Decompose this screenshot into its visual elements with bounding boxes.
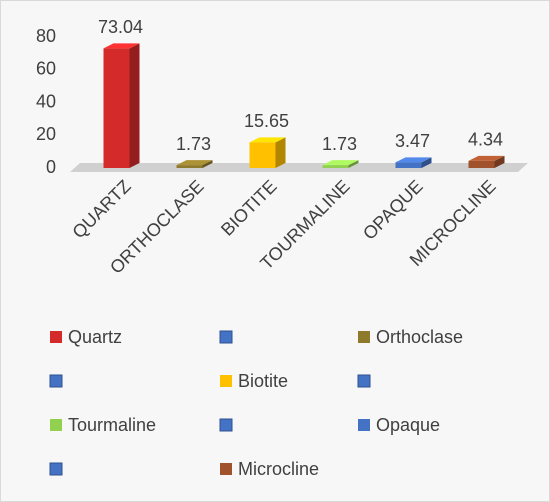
legend-label: Quartz — [68, 327, 122, 347]
y-tick-label: 20 — [36, 124, 56, 144]
bar-side — [421, 157, 432, 168]
y-tick-label: 0 — [46, 157, 56, 177]
data-label: 73.04 — [98, 17, 143, 37]
legend-label: Tourmaline — [68, 415, 156, 435]
legend-swatch — [358, 419, 370, 431]
bar — [468, 160, 495, 168]
bar — [395, 162, 422, 168]
legend-label: Orthoclase — [376, 327, 463, 347]
bar-side — [348, 160, 359, 168]
bar-top — [103, 43, 140, 49]
legend-label: Biotite — [238, 371, 288, 391]
legend-swatch — [358, 331, 370, 343]
floor — [70, 163, 528, 172]
bar-side — [202, 160, 213, 168]
data-label: 1.73 — [322, 134, 357, 154]
legend-swatch — [50, 419, 62, 431]
bar-top — [249, 137, 286, 143]
bar-top — [176, 160, 213, 166]
data-label: 15.65 — [244, 111, 289, 131]
data-label: 1.73 — [176, 134, 211, 154]
legend-label: Opaque — [376, 415, 440, 435]
bar — [176, 165, 203, 168]
y-tick-label: 60 — [36, 59, 56, 79]
legend-swatch — [220, 463, 232, 475]
bar-side — [275, 137, 286, 168]
bar — [322, 165, 349, 168]
bar-top — [322, 160, 359, 166]
legend-swatch — [49, 462, 63, 476]
data-label: 4.34 — [468, 130, 503, 150]
legend-swatch — [219, 418, 233, 432]
data-label: 3.47 — [395, 131, 430, 151]
y-tick-label: 40 — [36, 91, 56, 111]
bar-top — [395, 157, 432, 163]
bar — [103, 48, 130, 168]
legend-swatch — [49, 374, 63, 388]
legend-swatch — [220, 375, 232, 387]
legend-swatch — [219, 330, 233, 344]
y-tick-label: 80 — [36, 26, 56, 46]
legend-label: Microcline — [238, 459, 319, 479]
bar-side — [129, 43, 140, 168]
bar — [249, 142, 276, 168]
bar-top — [468, 155, 505, 161]
legend-swatch — [357, 374, 371, 388]
legend-swatch — [50, 331, 62, 343]
bar-side — [494, 155, 505, 168]
